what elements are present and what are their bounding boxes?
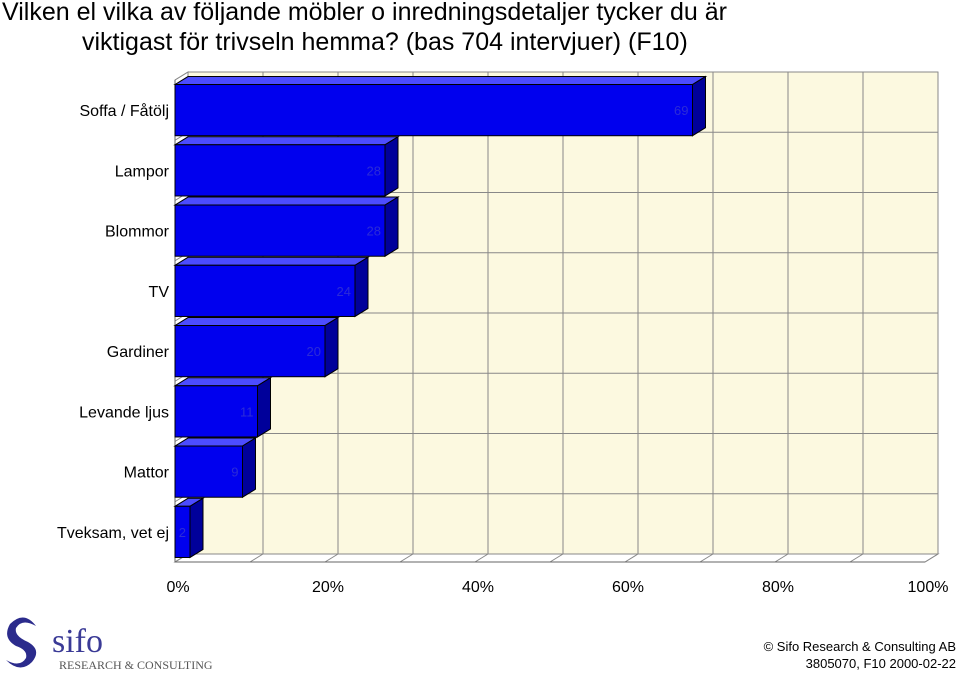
- data-label: 11: [240, 404, 254, 419]
- copyright-text: © Sifo Research & Consulting AB: [763, 639, 956, 654]
- bar-top-face: [173, 76, 708, 86]
- bar-side-face: [692, 75, 706, 137]
- x-tick-label: 0%: [166, 579, 189, 596]
- bar-side-face: [384, 196, 399, 258]
- bar-front-face: [174, 445, 243, 498]
- category-label: Lampor: [115, 163, 170, 180]
- x-tick-label: 20%: [312, 579, 344, 596]
- bar-front-face: [174, 325, 326, 378]
- floor-gridline: [699, 553, 714, 563]
- sifo-logo-text: sifo: [52, 623, 103, 660]
- x-tick-label: 100%: [908, 579, 949, 596]
- bar-side-face: [242, 437, 256, 499]
- data-label: 69: [674, 103, 688, 118]
- gridlines: [174, 71, 939, 563]
- bar-top-face: [173, 317, 340, 327]
- bar-7: 9: [173, 437, 258, 499]
- x-tick-label: 80%: [762, 579, 794, 596]
- bar-top-face: [173, 437, 258, 447]
- floor-gridline: [924, 553, 939, 563]
- bar-side-face: [354, 256, 369, 318]
- floor-gridline: [849, 553, 864, 563]
- floor-gridline: [474, 553, 489, 563]
- bar-side-face: [384, 135, 399, 197]
- bar-chart: 69 28 28 24 20 11 9 2 Soffa / Fåtölj Lampor Blomm…: [57, 71, 948, 596]
- floor-gridline: [624, 553, 639, 563]
- data-label: 2: [179, 525, 186, 540]
- bar-3: 28: [173, 196, 400, 258]
- bar-4: 24: [173, 256, 370, 318]
- bar-front-face: [174, 505, 191, 558]
- document-reference: 3805070, F10 2000-02-22: [805, 656, 956, 671]
- category-label: Tveksam, vet ej: [57, 525, 169, 542]
- bar-6: 11: [173, 376, 273, 438]
- floor-gridline: [549, 553, 564, 563]
- bar-5: 20: [173, 316, 340, 378]
- floor-gridline: [324, 553, 339, 563]
- bar-top-face: [173, 377, 273, 387]
- chart-title-line-1: Vilken el vilka av följande möbler o inr…: [2, 0, 727, 26]
- bar-front-face: [174, 204, 386, 257]
- bar-1: 69: [173, 75, 708, 137]
- bar-side-face: [257, 376, 271, 438]
- category-labels: Soffa / Fåtölj Lampor Blommor TV Gardiner Lev…: [57, 102, 170, 542]
- data-label: 20: [307, 344, 321, 359]
- bar-top-face: [173, 196, 400, 206]
- bars: 69 28 28 24 20 11 9 2: [173, 75, 708, 559]
- left-wall-gridline: [174, 71, 189, 81]
- bar-2: 28: [173, 135, 400, 197]
- bar-8: 2: [173, 497, 205, 559]
- data-label: 24: [337, 284, 351, 299]
- bar-front-face: [174, 144, 386, 197]
- bar-front-face: [174, 84, 693, 137]
- category-label: Gardiner: [107, 344, 170, 361]
- bar-front-face: [174, 264, 356, 317]
- data-label: 28: [367, 224, 381, 239]
- bar-side-face: [324, 316, 339, 378]
- chart-title-line-2: viktigast för trivseln hemma? (bas 704 i…: [82, 28, 688, 56]
- bar-top-face: [173, 136, 400, 146]
- floor-gridline: [774, 553, 789, 563]
- x-tick-label: 60%: [612, 579, 644, 596]
- chart-title: Vilken el vilka av följande möbler o inr…: [2, 0, 958, 57]
- sifo-logo: sifo RESEARCH & CONSULTING: [6, 617, 213, 672]
- x-tick-label: 40%: [462, 579, 494, 596]
- data-label: 9: [231, 465, 238, 480]
- floor-gridline: [399, 553, 414, 563]
- bar-front-face: [174, 385, 258, 438]
- floor-gridline: [249, 553, 264, 563]
- sifo-logo-subtext: RESEARCH & CONSULTING: [59, 658, 213, 672]
- category-label: TV: [149, 284, 170, 301]
- sifo-logo-mark: [6, 617, 37, 668]
- bar-top-face: [173, 256, 370, 266]
- category-label: Levande ljus: [79, 404, 169, 421]
- category-label: Blommor: [105, 224, 170, 241]
- data-label: 28: [367, 163, 381, 178]
- category-label: Soffa / Fåtölj: [79, 102, 169, 120]
- category-label: Mattor: [124, 465, 170, 482]
- bar-side-face: [189, 497, 204, 559]
- x-tick-labels: 0% 20% 40% 60% 80% 100%: [166, 579, 948, 596]
